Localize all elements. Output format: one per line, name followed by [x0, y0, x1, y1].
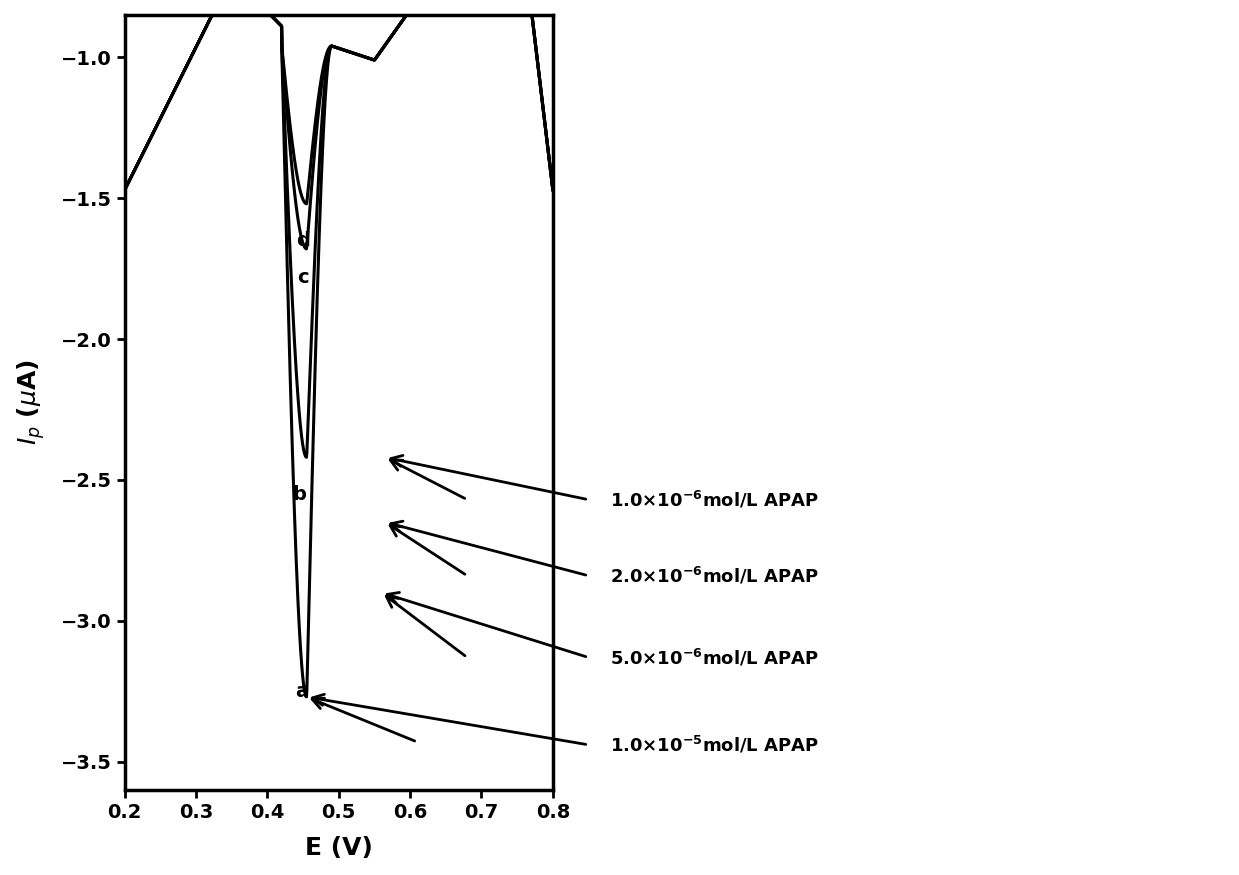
X-axis label: E (V): E (V) — [305, 836, 373, 860]
Text: c: c — [297, 268, 309, 287]
Y-axis label: $I_p$ ($\mu$A): $I_p$ ($\mu$A) — [15, 360, 47, 445]
Text: $\mathbf{5.0{\times}10^{-6}}$$\mathbf{mol/L\ APAP}$: $\mathbf{5.0{\times}10^{-6}}$$\mathbf{mo… — [610, 647, 819, 668]
Text: d: d — [296, 231, 310, 250]
Text: a: a — [295, 682, 309, 701]
Text: b: b — [292, 485, 306, 503]
Text: $\mathbf{1.0{\times}10^{-5}}$$\mathbf{mol/L\ APAP}$: $\mathbf{1.0{\times}10^{-5}}$$\mathbf{mo… — [610, 734, 819, 755]
Text: $\mathbf{1.0{\times}10^{-6}}$$\mathbf{mol/L\ APAP}$: $\mathbf{1.0{\times}10^{-6}}$$\mathbf{mo… — [610, 489, 819, 510]
Text: $\mathbf{2.0{\times}10^{-6}}$$\mathbf{mol/L\ APAP}$: $\mathbf{2.0{\times}10^{-6}}$$\mathbf{mo… — [610, 565, 819, 586]
